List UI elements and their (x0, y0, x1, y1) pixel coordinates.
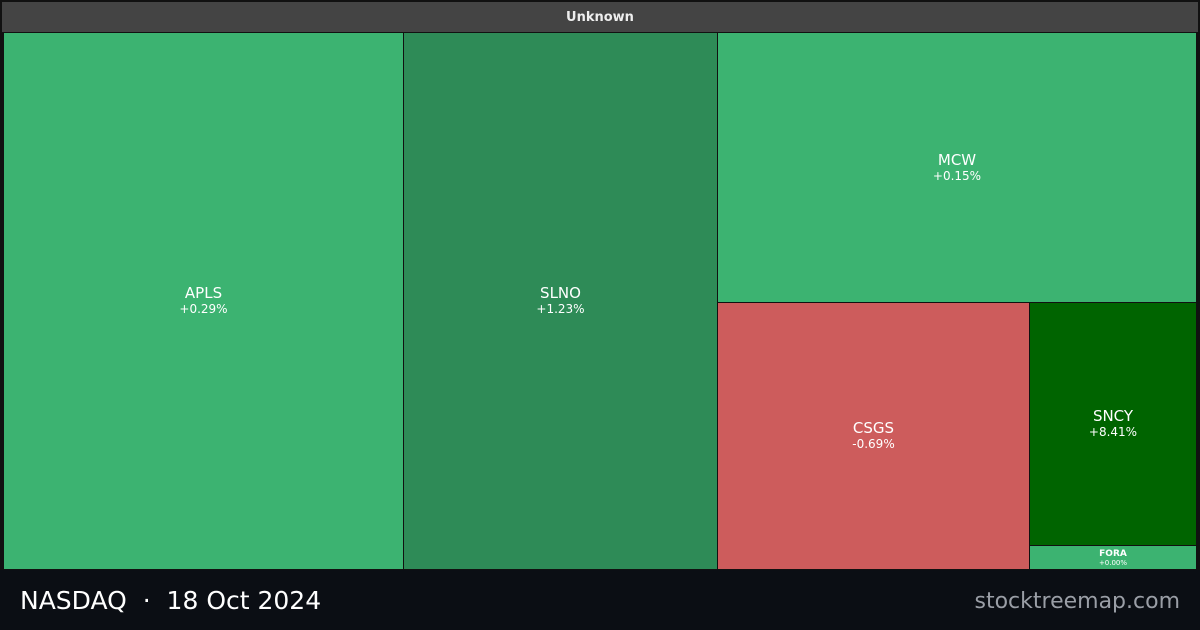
tile-label: APLS (184, 284, 223, 302)
tile-label: SLNO (540, 284, 581, 302)
footer-title: NASDAQ · 18 Oct 2024 (20, 586, 322, 615)
tile-change: +0.15% (932, 168, 982, 183)
tile: SNCY +8.41% (1030, 303, 1196, 545)
tile-change: +8.41% (1088, 425, 1138, 439)
tile-label: MCW (937, 150, 977, 169)
tile-label: FORA (1099, 548, 1127, 559)
tile: FORA +0.00% (1030, 546, 1196, 569)
footer-site: stocktreemap.com (974, 589, 1181, 614)
treemap: Unknown APLS +0.29% SLNO +1.23% MCW +0.15% CSG… (0, 0, 1200, 570)
tile: CSGS -0.69% (718, 303, 1029, 569)
tile-label: SNCY (1092, 407, 1134, 425)
tile: SLNO +1.23% (404, 33, 717, 569)
tile-change: -0.69% (852, 437, 895, 451)
tile-change: +1.23% (536, 302, 585, 316)
tile: APLS +0.29% (4, 33, 403, 569)
group-header: Unknown (2, 2, 1198, 32)
tile-change: +0.00% (1098, 558, 1128, 567)
tile-change: +0.29% (179, 302, 228, 316)
tile-label: CSGS (852, 419, 895, 437)
tile: MCW +0.15% (718, 33, 1196, 302)
